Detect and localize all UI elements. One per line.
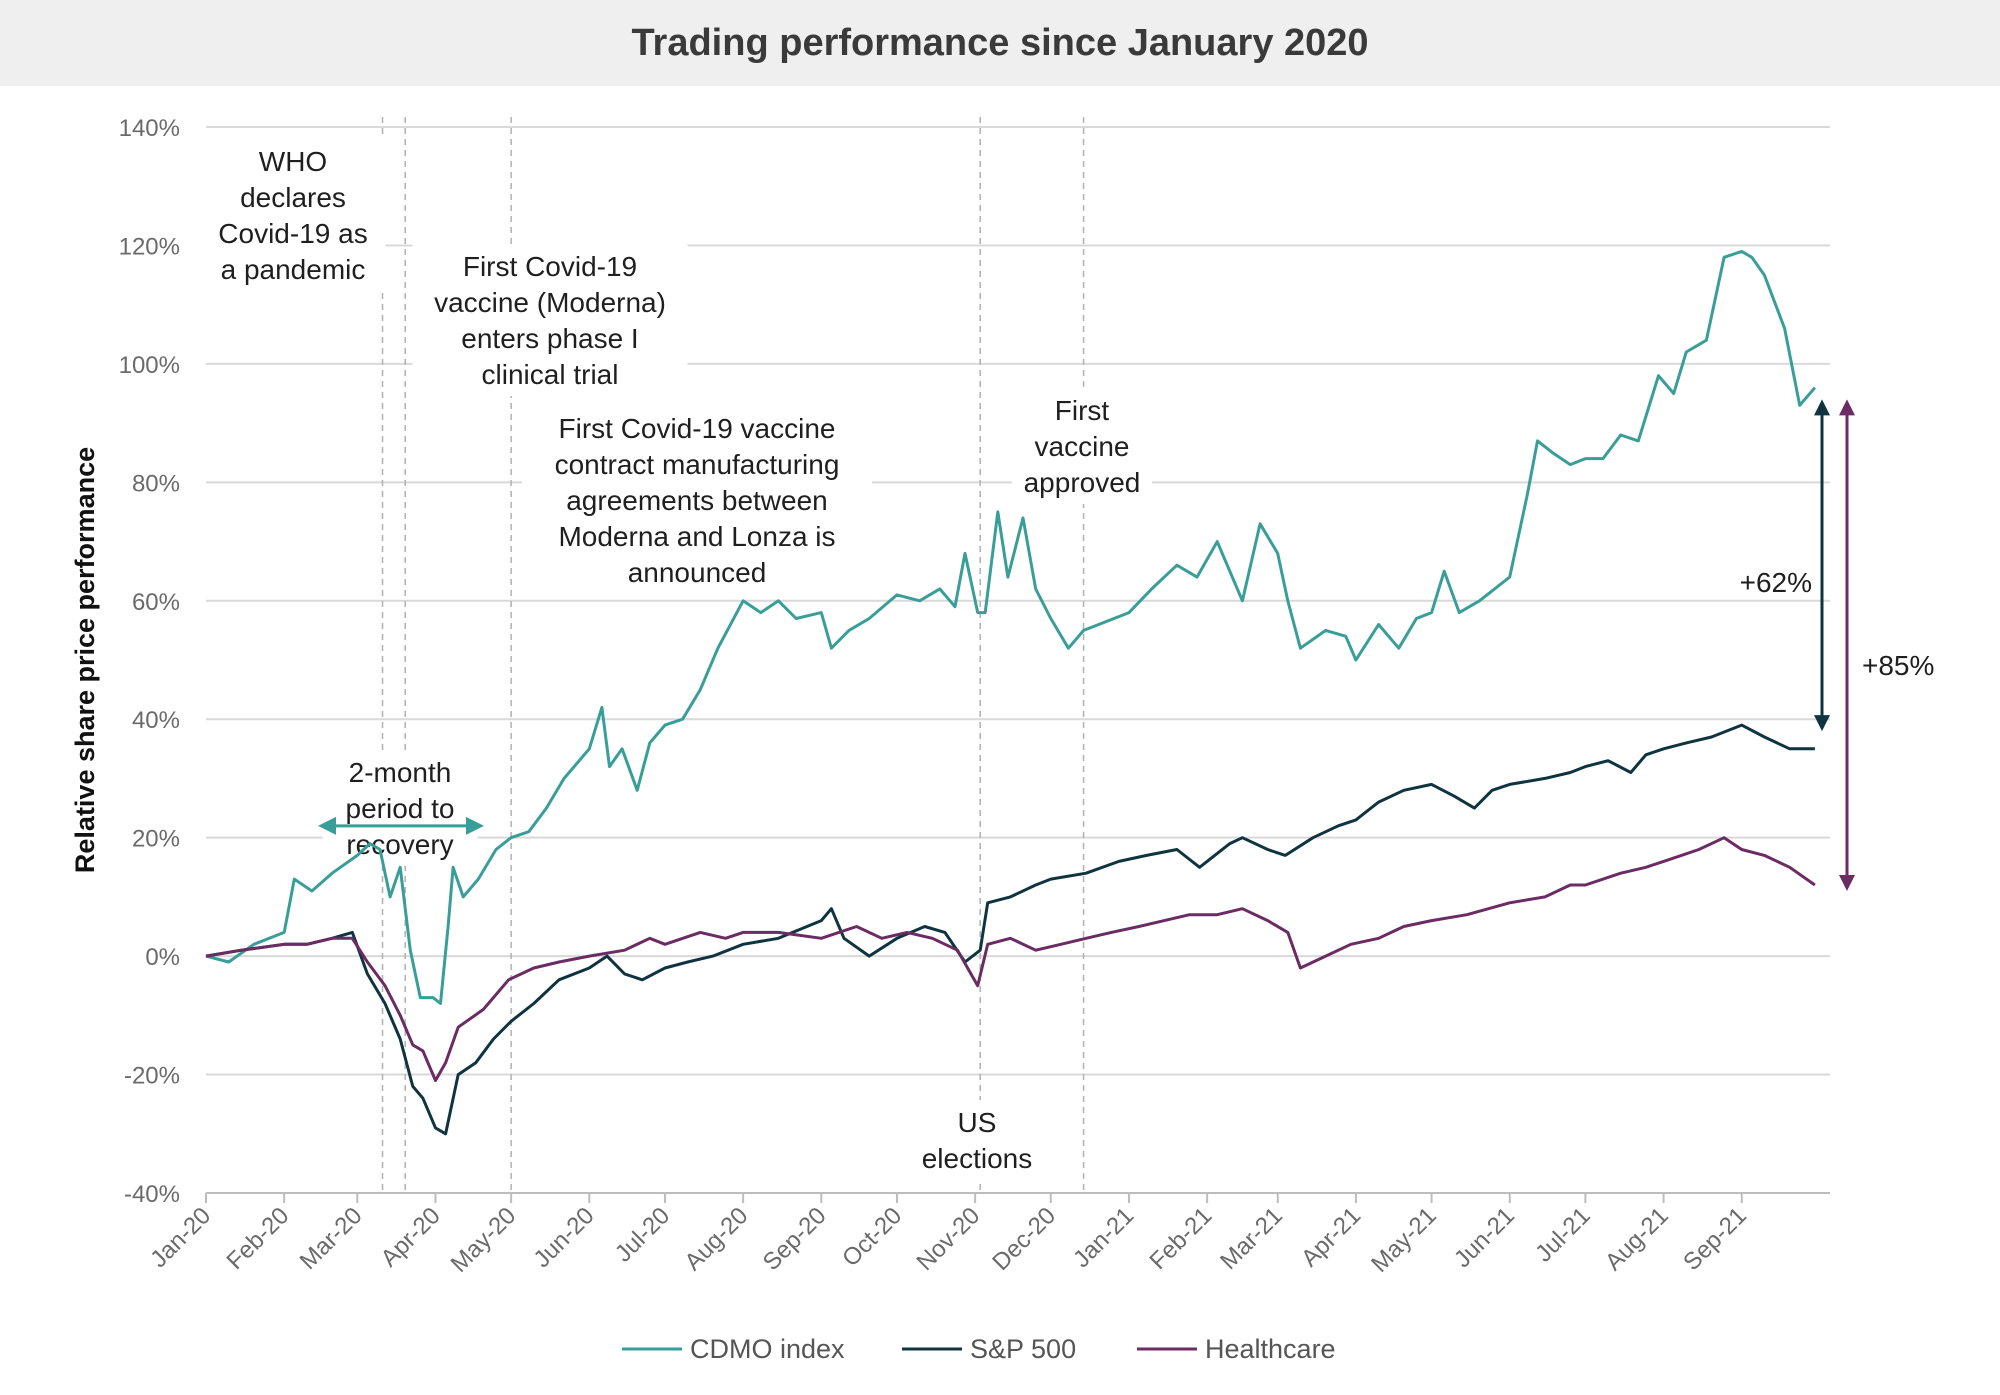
lonza-annotation-bg (522, 406, 872, 594)
moderna-trial-annotation-line: enters phase I (461, 323, 638, 354)
us-elections-annotation-line: elections (922, 1143, 1033, 1174)
series-line-cdmo-index (205, 249, 1817, 1005)
lonza-annotation-line: agreements between (566, 485, 828, 516)
x-tick-label: Mar-21 (1215, 1202, 1288, 1275)
chart-title: Trading performance since January 2020 (631, 21, 1369, 64)
gap-arrow-sp500-head (1814, 399, 1830, 416)
who-annotation-line: WHO (259, 146, 327, 177)
y-tick-label: 20% (132, 826, 180, 853)
x-tick-label: Sep-20 (758, 1202, 832, 1276)
series-layer (205, 249, 1817, 1136)
x-tick-label: Jun-20 (529, 1202, 600, 1273)
who-annotation-line: declares (240, 182, 346, 213)
moderna-trial-annotation-line: First Covid-19 (463, 251, 637, 282)
y-tick-label: 40% (132, 707, 180, 734)
recovery-arrow-head (318, 816, 336, 835)
lonza-annotation-line: First Covid-19 vaccine (559, 413, 836, 444)
us-elections-annotation-bg (899, 1100, 1055, 1180)
recovery-arrow-head (466, 816, 484, 835)
us-elections-annotation-line: US (958, 1107, 997, 1138)
moderna-trial-annotation-line: clinical trial (482, 359, 619, 390)
gap-arrow-healthcare-head (1839, 874, 1855, 891)
y-tick-label: -40% (124, 1181, 180, 1208)
x-tick-label: Sep-21 (1678, 1202, 1752, 1276)
legend: CDMO index S&P 500 Healthcare (622, 1334, 1336, 1364)
x-tick-label: Feb-21 (1145, 1202, 1218, 1275)
recovery-annotation-line: recovery (346, 829, 453, 860)
who-annotation-line: Covid-19 as (218, 218, 367, 249)
x-tick-label: Jan-21 (1068, 1202, 1139, 1273)
y-tick-label: 80% (132, 470, 180, 497)
y-tick-label: 120% (119, 233, 180, 260)
legend-label: Healthcare (1205, 1334, 1336, 1364)
x-tick-label: Jul-21 (1530, 1202, 1595, 1267)
series-line-s-p-500 (205, 723, 1815, 1136)
x-tick-label: Aug-20 (680, 1202, 754, 1276)
x-tick-label: Oct-20 (837, 1202, 907, 1272)
x-tick-label: Feb-20 (222, 1202, 295, 1275)
who-annotation-line: a pandemic (221, 254, 366, 285)
moderna-trial-annotation-line: vaccine (Moderna) (434, 287, 666, 318)
first-vaccine-annotation-line: approved (1024, 467, 1141, 498)
annotation-layer: WHO declares Covid-19 as a pandemic First Co… (200, 139, 1934, 1180)
y-tick-label: 0% (145, 944, 180, 971)
legend-label: S&P 500 (970, 1334, 1076, 1364)
first-vaccine-annotation-line: First (1055, 395, 1110, 426)
y-tick-label: 100% (119, 352, 180, 379)
lonza-annotation-line: announced (628, 557, 767, 588)
legend-label: CDMO index (690, 1334, 845, 1364)
lonza-annotation-line: contract manufacturing (555, 449, 840, 480)
y-axis-label: Relative share price performance (70, 447, 100, 873)
x-tick-label: Dec-20 (987, 1202, 1061, 1276)
recovery-annotation-bg (322, 750, 478, 866)
y-tick-label: 140% (119, 115, 180, 142)
gap-arrow-sp500-head (1814, 715, 1830, 732)
recovery-annotation-line: 2-month (349, 757, 452, 788)
x-tick-label: Apr-21 (1296, 1202, 1366, 1272)
title-bar: Trading performance since January 2020 (0, 0, 2000, 86)
first-vaccine-annotation-line: vaccine (1035, 431, 1130, 462)
x-tick-label: Jul-20 (610, 1202, 675, 1267)
gap-label-sp500: +62% (1740, 567, 1812, 598)
series-line-healthcare (205, 836, 1816, 1082)
x-tick-label: Nov-20 (912, 1202, 986, 1276)
x-tick-label: Mar-20 (295, 1202, 368, 1275)
y-tick-label: 60% (132, 589, 180, 616)
first-vaccine-annotation-bg (1012, 388, 1152, 504)
x-tick-label: May-21 (1366, 1202, 1442, 1278)
recovery-annotation-line: period to (346, 793, 455, 824)
x-tick-label: Aug-21 (1600, 1202, 1674, 1276)
x-tick-label: Jan-20 (145, 1202, 216, 1273)
gap-arrow-healthcare-head (1839, 399, 1855, 416)
y-tick-label: -20% (124, 1063, 180, 1090)
moderna-trial-annotation-bg (412, 244, 688, 396)
gap-label-healthcare: +85% (1862, 650, 1934, 681)
lonza-annotation-line: Moderna and Lonza is (558, 521, 835, 552)
x-tick-label: May-20 (446, 1202, 522, 1278)
who-annotation-bg (200, 139, 386, 291)
x-tick-label: Jun-21 (1449, 1202, 1520, 1273)
x-tick-label: Apr-20 (376, 1202, 446, 1272)
